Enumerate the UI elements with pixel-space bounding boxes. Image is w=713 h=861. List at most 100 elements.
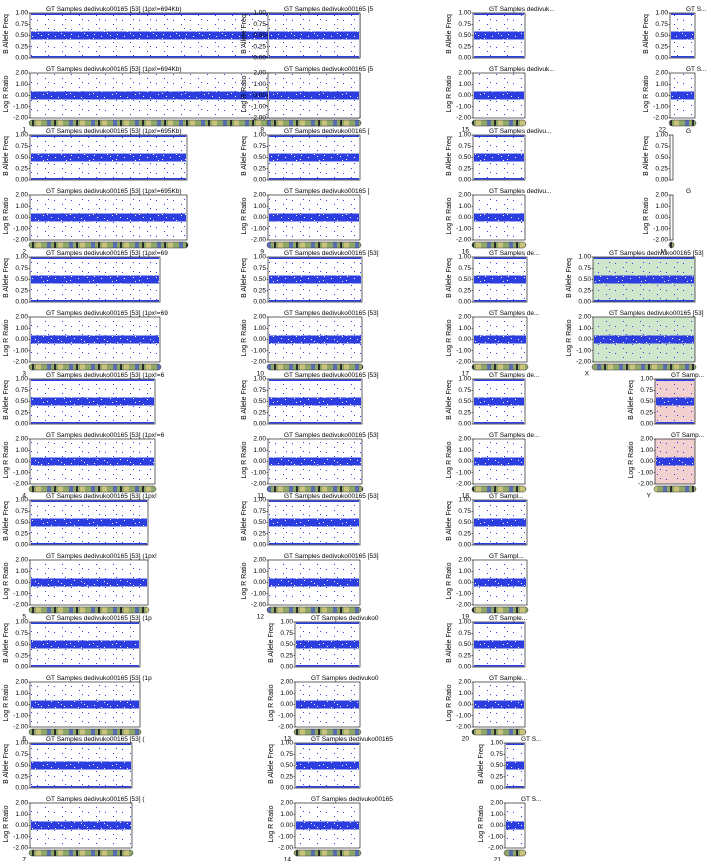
tick-label: 1.00 bbox=[280, 690, 293, 697]
axis-label: Log R Ratio bbox=[241, 197, 248, 234]
tick-label: 0.50 bbox=[640, 398, 653, 405]
tick-label: 0.25 bbox=[253, 530, 266, 537]
axis-label: Log R Ratio bbox=[3, 684, 10, 721]
scatter-band bbox=[474, 578, 526, 587]
tick-label: 2.00 bbox=[253, 314, 266, 321]
chromosome-panel: GT Samples dedivuko00165 [53] 1.00 0.75 0.5… bbox=[566, 250, 704, 378]
tick-label: 0.00 bbox=[280, 664, 293, 671]
scatter-band bbox=[31, 422, 154, 424]
scatter-band bbox=[594, 300, 694, 302]
ideogram bbox=[471, 119, 527, 127]
tick-label: 0.50 bbox=[280, 762, 293, 769]
scatter-band bbox=[296, 640, 359, 649]
plot-title: GT Sampl... bbox=[489, 553, 524, 560]
tick-label: 1.00 bbox=[458, 254, 471, 261]
chromosome-label: 4 bbox=[22, 493, 26, 500]
scatter-band bbox=[31, 743, 131, 745]
scatter-band bbox=[31, 31, 359, 40]
ideogram bbox=[266, 241, 362, 249]
tick-label: 1.00 bbox=[578, 254, 591, 261]
plot-title: GT Samples dedivuko00165 [53] bbox=[284, 493, 379, 500]
tick-label: 0.75 bbox=[15, 21, 28, 28]
plot-title: GT Sample... bbox=[489, 675, 527, 682]
axis-label: B Allele Freq bbox=[628, 380, 635, 420]
tick-label: 0.50 bbox=[578, 276, 591, 283]
scatter-band bbox=[269, 178, 359, 180]
tick-label: 1.00 bbox=[15, 10, 28, 17]
tick-label: 1.00 bbox=[458, 132, 471, 139]
ideogram bbox=[266, 119, 362, 127]
scatter-band bbox=[474, 13, 524, 15]
axis-label: B Allele Freq bbox=[241, 14, 248, 54]
tick-label: 0.25 bbox=[15, 530, 28, 537]
tick-label: 0.00 bbox=[578, 299, 591, 306]
tick-label: -1.00 bbox=[13, 469, 28, 476]
scatter-band bbox=[474, 135, 524, 137]
tick-label: 0.50 bbox=[15, 762, 28, 769]
scatter-band bbox=[296, 761, 359, 770]
tick-label: 0.25 bbox=[15, 409, 28, 416]
axis-label: Log R Ratio bbox=[643, 75, 650, 112]
scatter-band bbox=[31, 786, 131, 788]
tick-label: 1.00 bbox=[490, 740, 503, 747]
scatter-band bbox=[474, 300, 526, 302]
tick-label: 0.50 bbox=[253, 398, 266, 405]
tick-label: 1.00 bbox=[280, 811, 293, 818]
plot-title: GT Samples de... bbox=[489, 310, 540, 317]
chromosome-panel: GT Samples dedivuko00165 [53] (1px!=695K… bbox=[3, 128, 189, 256]
tick-label: 0.75 bbox=[253, 265, 266, 272]
tick-label: 0.00 bbox=[458, 299, 471, 306]
tick-label: 2.00 bbox=[15, 192, 28, 199]
axis-label: Log R Ratio bbox=[566, 319, 573, 356]
axis-label: Log R Ratio bbox=[3, 441, 10, 478]
tick-label: 1.00 bbox=[458, 81, 471, 88]
chromosome-panel: GT Samp... 1.00 0.75 0.50 0.25 0.00 B Allele F… bbox=[628, 372, 704, 500]
scatter-band bbox=[269, 543, 359, 545]
tick-label: 0.00 bbox=[253, 458, 266, 465]
tick-label: 1.00 bbox=[15, 740, 28, 747]
scatter-band bbox=[656, 397, 694, 406]
tick-label: 2.00 bbox=[458, 557, 471, 564]
axis-label: Log R Ratio bbox=[241, 75, 248, 112]
tick-label: 0.25 bbox=[458, 287, 471, 294]
chromosome-panel: GT Samples dedivuko00165 [1.00 0.75 0.50 0.… bbox=[241, 128, 370, 256]
tick-label: 0.25 bbox=[458, 530, 471, 537]
plot-title: GT Samples dedivuko00165 [53] bbox=[609, 310, 704, 317]
tick-label: 0.00 bbox=[655, 214, 668, 221]
scatter-band bbox=[296, 786, 359, 788]
scatter-band bbox=[31, 622, 139, 624]
plot-title: GT Samples dedivuko00165 [ bbox=[284, 188, 370, 195]
tick-label: 0.75 bbox=[280, 630, 293, 637]
axis-label: B Allele Freq bbox=[3, 14, 10, 54]
tick-label: 0.50 bbox=[458, 519, 471, 526]
tick-label: 2.00 bbox=[15, 314, 28, 321]
ideogram bbox=[266, 363, 364, 371]
plot-title: GT Samp... bbox=[671, 372, 704, 379]
chromosome-label: 6 bbox=[22, 736, 26, 743]
tick-label: 0.00 bbox=[15, 579, 28, 586]
tick-label: 1.00 bbox=[15, 811, 28, 818]
tick-label: 0.75 bbox=[655, 21, 668, 28]
tick-label: 2.00 bbox=[490, 800, 503, 807]
ideogram bbox=[471, 241, 527, 249]
scatter-band bbox=[474, 31, 524, 40]
tick-label: -1.00 bbox=[456, 347, 471, 354]
tick-label: 2.00 bbox=[253, 557, 266, 564]
scatter-band bbox=[31, 397, 154, 406]
tick-label: 0.00 bbox=[15, 458, 28, 465]
tick-label: 0.00 bbox=[458, 92, 471, 99]
plot-title: GT Samples dedivuko00165 [5 bbox=[284, 6, 374, 13]
scatter-band bbox=[31, 761, 131, 770]
chromosome-label: 17 bbox=[462, 371, 470, 378]
tick-label: 2.00 bbox=[640, 436, 653, 443]
scatter-band bbox=[474, 700, 524, 709]
tick-label: 0.50 bbox=[15, 154, 28, 161]
tick-label: -1.00 bbox=[13, 347, 28, 354]
scatter-band bbox=[656, 379, 694, 381]
axis-label: Log R Ratio bbox=[3, 197, 10, 234]
tick-label: 1.00 bbox=[655, 10, 668, 17]
chromosome-panel: GT S... 1.00 0.75 0.50 0.25 0.00 B Allele Freq… bbox=[478, 736, 542, 861]
tick-label: 0.25 bbox=[15, 287, 28, 294]
axis-label: B Allele Freq bbox=[566, 258, 573, 298]
ideogram bbox=[266, 606, 362, 614]
